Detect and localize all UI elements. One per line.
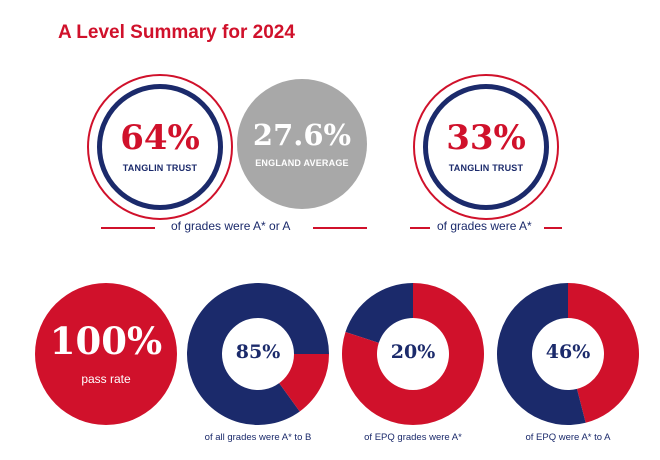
england-average-stat: 27.6% ENGLAND AVERAGE: [237, 79, 367, 209]
donut-share-segment: [568, 283, 639, 423]
donut-epq-astar-to-a-caption: of EPQ were A* to A: [525, 432, 611, 443]
donut-all-grades-value: 85%: [235, 341, 281, 363]
caption-rule-right: [313, 227, 367, 229]
pass-rate-stat: 100% pass rate: [35, 283, 177, 425]
donut-chart-epq-astar-to-a: [497, 283, 639, 425]
caption2-rule-right: [544, 227, 562, 229]
caption-rule-left: [101, 227, 155, 229]
pass-rate-label: pass rate: [81, 371, 131, 386]
donut-remainder-segment: [497, 283, 586, 425]
england-average-value: 27.6%: [252, 117, 352, 152]
donut-remainder-segment: [342, 283, 484, 425]
caption-ab: of grades were A* or A: [171, 219, 291, 233]
donut-epq-astar-value: 20%: [390, 341, 436, 363]
donut-chart-all-grades: [187, 283, 329, 425]
caption-astar: of grades were A*: [437, 219, 532, 233]
trust-astar-label: TANGLIN TRUST: [448, 163, 524, 173]
trust-ab-value: 64%: [120, 118, 200, 158]
donut-share-segment: [187, 283, 329, 425]
page-title: A Level Summary for 2024: [58, 22, 295, 43]
donut-epq-astar-caption: of EPQ grades were A*: [364, 432, 462, 443]
trust-ab-label: TANGLIN TRUST: [122, 163, 198, 173]
caption2-rule-left: [410, 227, 430, 229]
donut-share-segment: [345, 283, 413, 343]
donut-chart-epq-astar: [342, 283, 484, 425]
donut-all-grades-caption: of all grades were A* to B: [204, 432, 312, 443]
trust-astar-stat: 33% TANGLIN TRUST: [413, 74, 559, 220]
donut-remainder-segment: [279, 354, 329, 412]
england-average-label: ENGLAND AVERAGE: [255, 157, 349, 168]
donut-epq-astar-to-a-value: 46%: [545, 341, 591, 363]
pass-rate-value: 100%: [49, 318, 163, 363]
trust-ab-stat: 64% TANGLIN TRUST: [87, 74, 233, 220]
trust-astar-value: 33%: [446, 118, 526, 158]
